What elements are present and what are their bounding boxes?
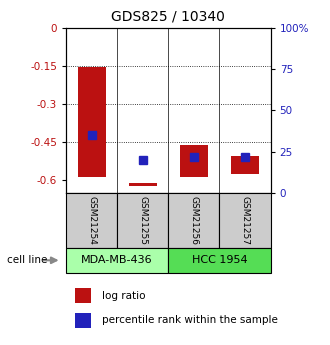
Text: GSM21255: GSM21255 xyxy=(138,196,147,245)
Text: cell line: cell line xyxy=(7,256,47,265)
Bar xyxy=(219,193,271,248)
Bar xyxy=(168,248,271,273)
Bar xyxy=(66,193,117,248)
Bar xyxy=(129,183,157,186)
Bar xyxy=(180,145,208,177)
Bar xyxy=(231,156,259,174)
Bar xyxy=(117,193,168,248)
Bar xyxy=(66,248,168,273)
Text: GSM21256: GSM21256 xyxy=(189,196,198,245)
Text: MDA-MB-436: MDA-MB-436 xyxy=(81,256,153,265)
Bar xyxy=(168,193,219,248)
Bar xyxy=(75,288,91,303)
Text: log ratio: log ratio xyxy=(102,290,145,300)
Text: GSM21254: GSM21254 xyxy=(87,196,96,245)
Bar xyxy=(75,313,91,327)
Text: percentile rank within the sample: percentile rank within the sample xyxy=(102,315,278,325)
Title: GDS825 / 10340: GDS825 / 10340 xyxy=(111,10,225,24)
Text: GSM21257: GSM21257 xyxy=(241,196,249,245)
Bar xyxy=(78,67,106,177)
Text: HCC 1954: HCC 1954 xyxy=(192,256,247,265)
